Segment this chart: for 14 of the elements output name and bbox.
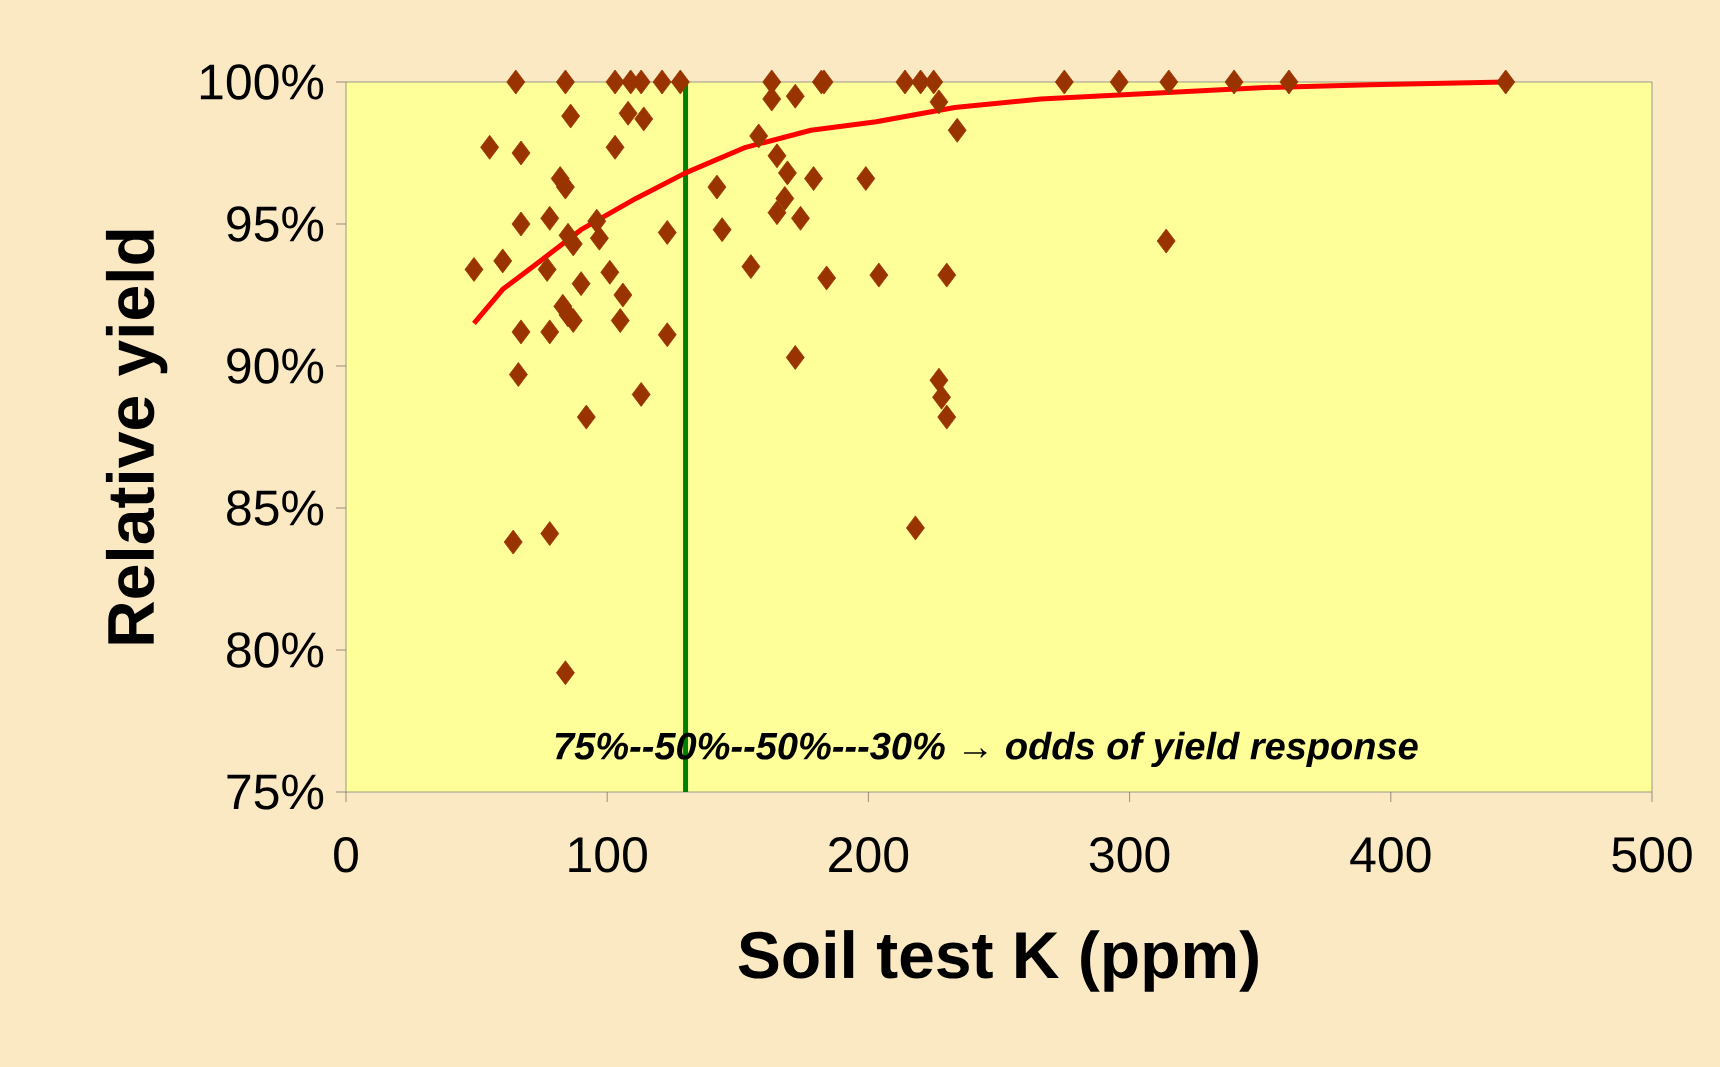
- x-tick-label: 500: [1612, 837, 1692, 873]
- y-tick-label: 85%: [227, 490, 324, 526]
- y-tick-label: 100%: [200, 64, 324, 100]
- x-tick-label: 200: [829, 837, 909, 873]
- y-tick-label: 80%: [227, 632, 324, 668]
- y-tick-label: 95%: [227, 206, 324, 242]
- x-tick-label: 0: [334, 837, 358, 873]
- y-axis-title: Relative yield: [105, 230, 168, 644]
- y-tick-label: 75%: [227, 774, 324, 810]
- x-tick-label: 400: [1350, 837, 1431, 873]
- x-tick-label: 300: [1089, 837, 1170, 873]
- x-tick-label: 100: [569, 837, 647, 873]
- y-tick-label: 90%: [227, 348, 324, 384]
- x-axis-title: Soil test K (ppm): [738, 930, 1258, 992]
